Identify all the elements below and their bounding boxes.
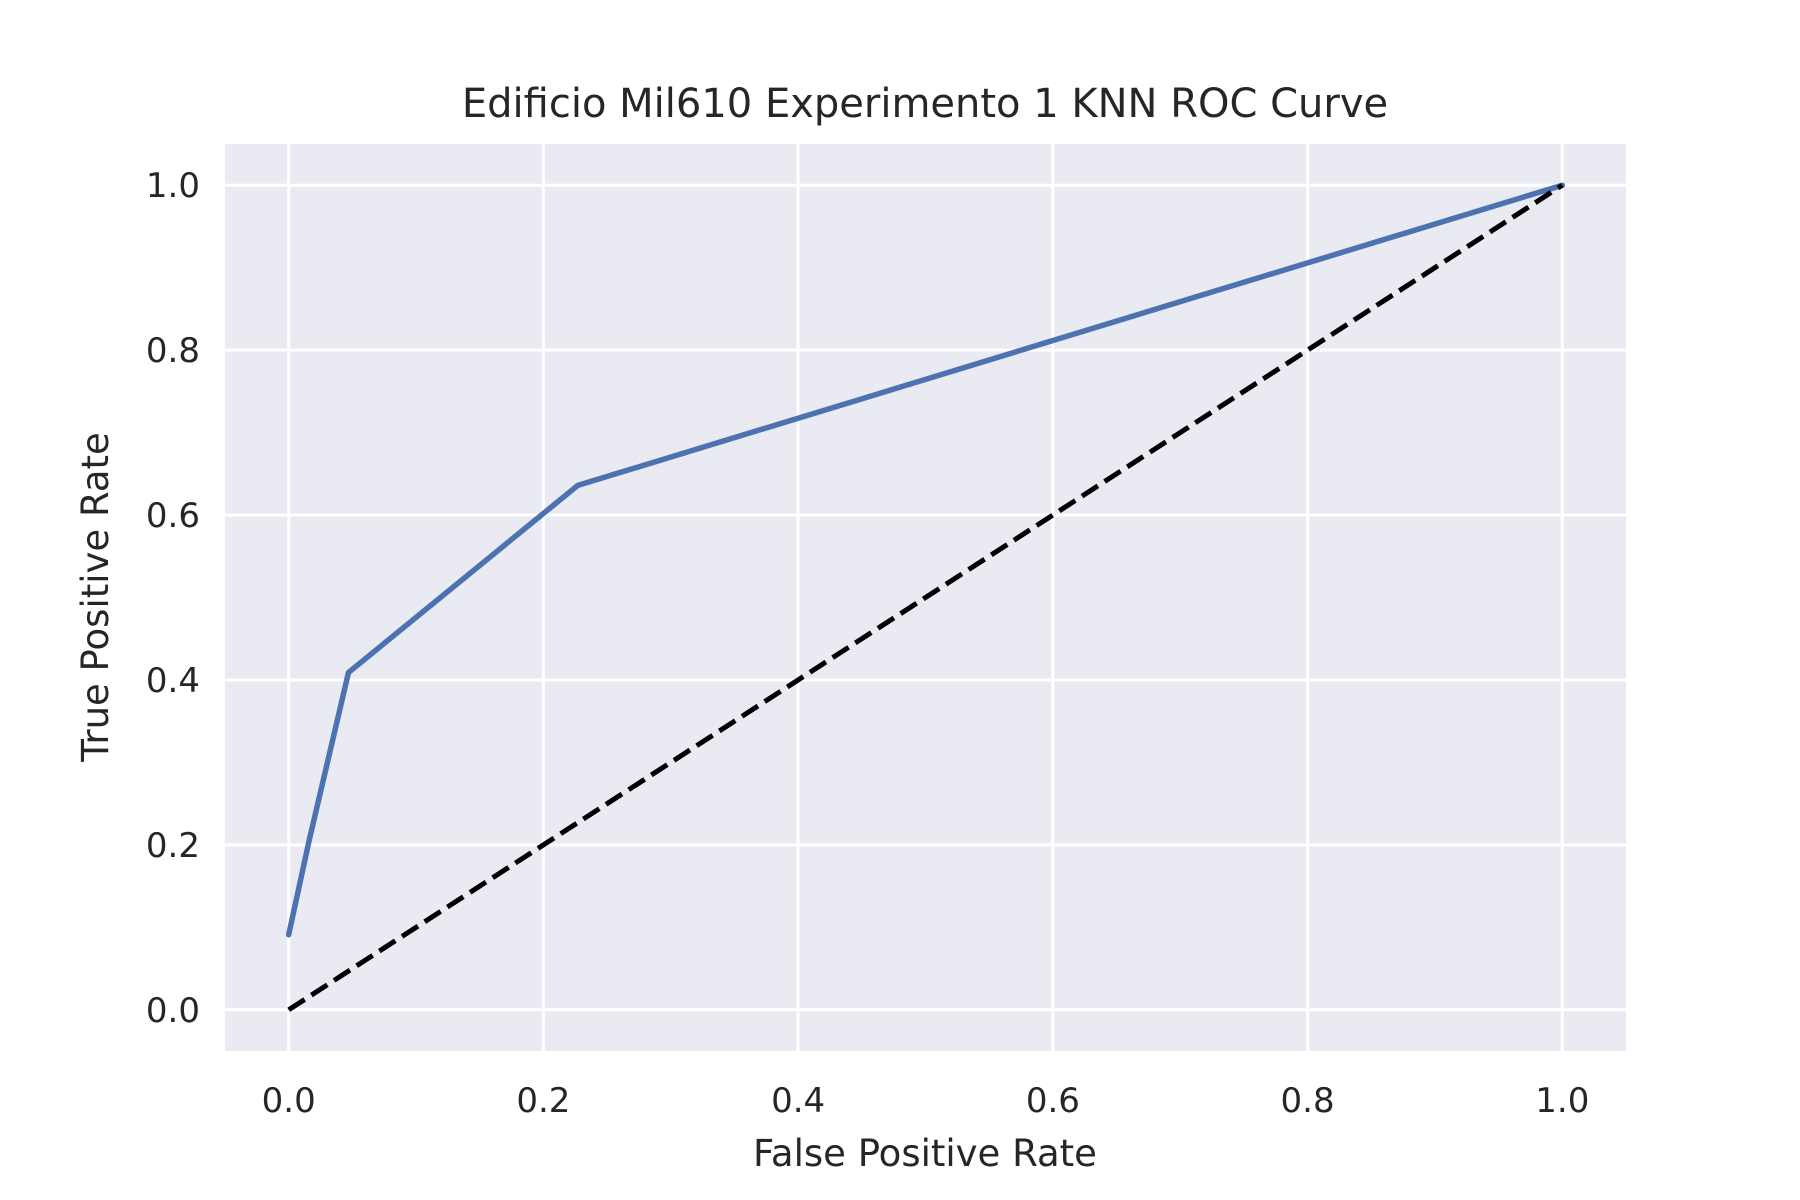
x-tick-label: 0.0 [262, 1081, 316, 1121]
x-tick-label: 0.2 [516, 1081, 570, 1121]
y-axis-label: True Positive Rate [74, 432, 117, 763]
x-tick-label: 0.6 [1026, 1081, 1080, 1121]
grid [225, 144, 1626, 1051]
x-axis-label: False Positive Rate [753, 1132, 1097, 1175]
series-lines [285, 182, 1566, 1012]
y-tick-label: 0.4 [146, 661, 200, 701]
x-tick-label: 0.8 [1281, 1081, 1335, 1121]
x-tick-labels: 0.0 0.2 0.4 0.6 0.8 1.0 [262, 1081, 1590, 1121]
roc-curve-line [285, 182, 1566, 938]
chance-diagonal-line [287, 183, 1564, 1012]
y-tick-label: 0.8 [146, 331, 200, 371]
y-tick-label: 0.6 [146, 496, 200, 536]
y-tick-label: 0.0 [146, 991, 200, 1031]
y-tick-label: 1.0 [146, 166, 200, 206]
x-tick-label: 0.4 [771, 1081, 825, 1121]
x-tick-label: 1.0 [1535, 1081, 1589, 1121]
y-tick-label: 0.2 [146, 826, 200, 866]
chart-title: Edificio Mil610 Experimento 1 KNN ROC Cu… [462, 81, 1388, 127]
y-tick-labels: 0.0 0.2 0.4 0.6 0.8 1.0 [146, 166, 200, 1031]
